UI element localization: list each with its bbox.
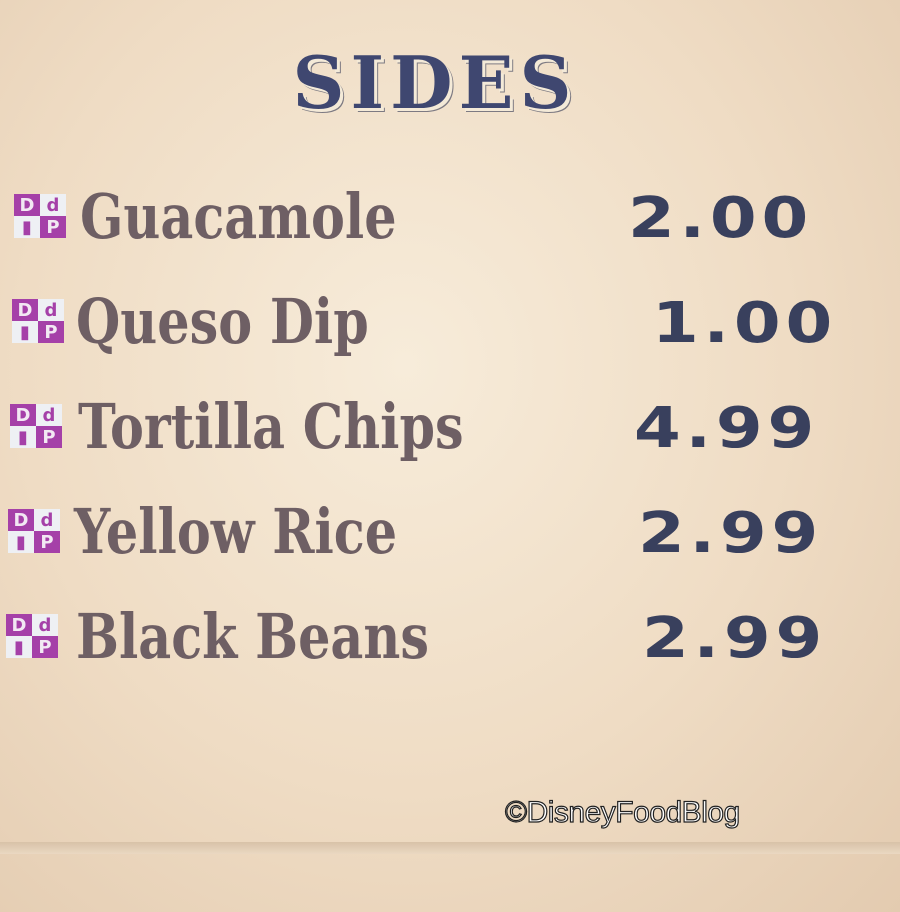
- item-price: 4.99: [634, 396, 820, 461]
- item-name: Queso Dip: [76, 285, 369, 358]
- item-price: 1.00: [652, 291, 838, 356]
- item-price: 2.99: [642, 606, 828, 671]
- item-name: Guacamole: [80, 180, 397, 253]
- board-ledge: [0, 842, 900, 854]
- item-price: 2.99: [638, 501, 824, 566]
- item-name: Black Beans: [76, 600, 429, 673]
- watermark: ©DisneyFoodBlog: [504, 795, 740, 829]
- item-price: 2.00: [628, 186, 814, 251]
- item-name: Tortilla Chips: [78, 390, 464, 463]
- item-name: Yellow Rice: [74, 495, 398, 568]
- menu-title: SIDES: [292, 40, 578, 125]
